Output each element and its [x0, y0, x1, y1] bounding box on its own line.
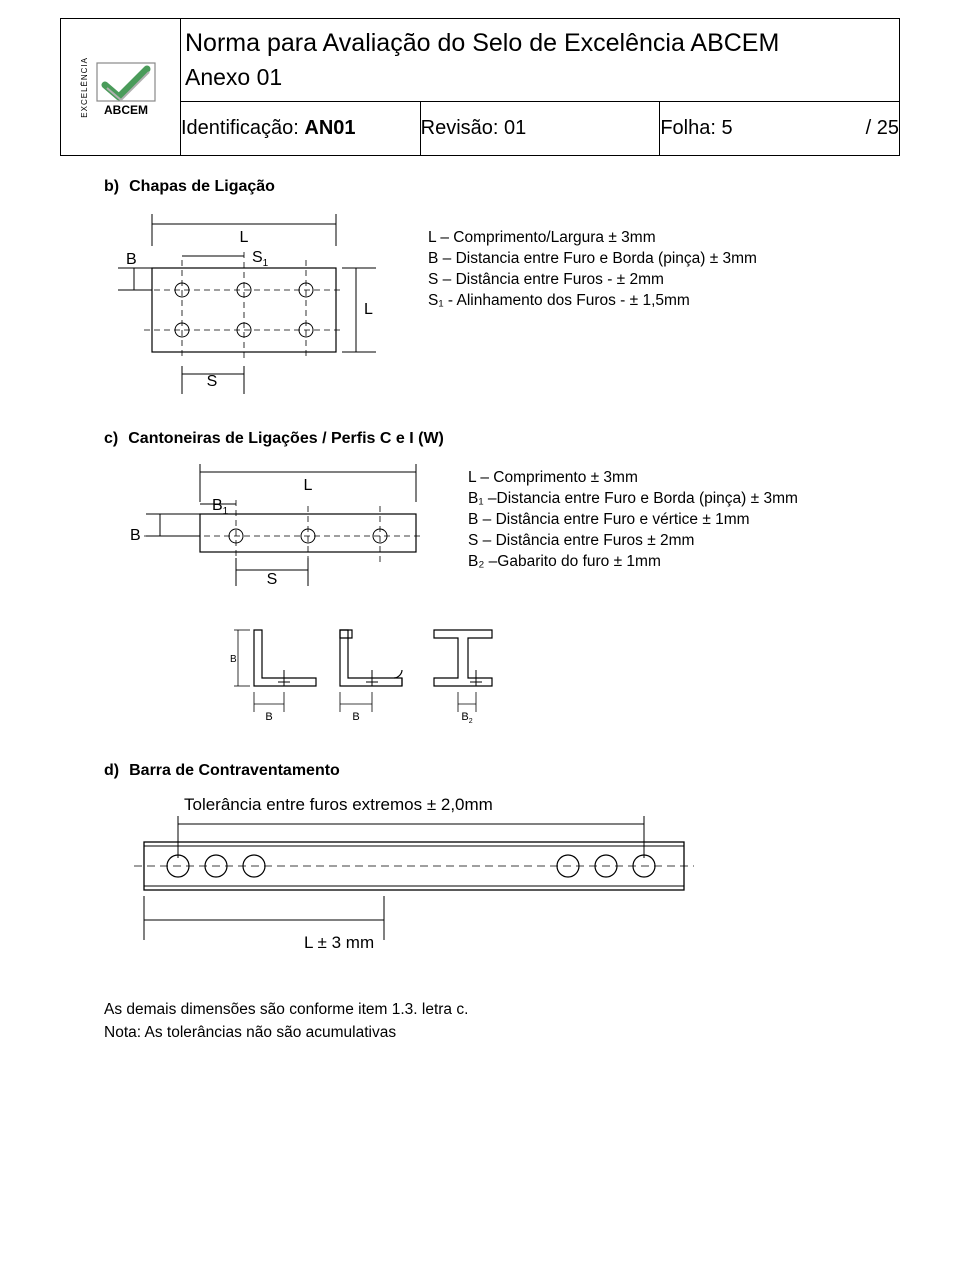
folha-total: 25	[877, 117, 899, 139]
logo-vertical-text: EXCELÊNCIA	[80, 57, 89, 118]
section-c-legend: L – Comprimento ± 3mm B₁ –Distancia entr…	[468, 458, 798, 573]
revision-value: 01	[504, 117, 526, 139]
section-d-title: d)Barra de Contraventamento	[104, 762, 900, 780]
profile-label-B1: B	[265, 711, 272, 723]
abcem-logo-icon: ABCEM	[91, 57, 161, 117]
ident-value: AN01	[304, 117, 355, 139]
profile-label-B3: B2	[461, 711, 472, 725]
notes-block: As demais dimensões são conforme item 1.…	[104, 998, 900, 1045]
logo-cell: EXCELÊNCIA ABCEM	[61, 19, 181, 156]
ident-label: Identificação:	[181, 117, 304, 139]
dim-label-B: B	[126, 251, 137, 268]
l-dim-label: L ± 3 mm	[304, 933, 374, 952]
dim-label-B-c: B	[130, 527, 141, 544]
folha-label: Folha:	[660, 117, 721, 139]
section-b-title: b)Chapas de Ligação	[104, 178, 900, 196]
dim-label-L-c: L	[304, 477, 313, 494]
folha-cell: Folha: 5 / 25	[660, 102, 900, 156]
revision-label: Revisão:	[421, 117, 504, 139]
section-d-diagram: Tolerância entre furos extremos ± 2,0mm	[104, 790, 900, 970]
profile-label-B2: B	[352, 711, 359, 723]
dim-label-L: L	[240, 229, 249, 246]
dim-label-S-c: S	[267, 571, 278, 588]
header-subtitle: Anexo 01	[181, 62, 899, 101]
note-line-1: As demais dimensões são conforme item 1.…	[104, 998, 900, 1021]
profile-dim-Bv: B	[230, 654, 237, 665]
folha-value: 5	[721, 117, 732, 139]
folha-sep: /	[866, 117, 877, 139]
section-c-profiles: B B B B2	[224, 612, 900, 732]
section-b-legend: L – Comprimento/Largura ± 3mm B – Distan…	[428, 206, 757, 312]
dim-label-S1: S1	[252, 249, 269, 269]
dim-label-Lside: L	[364, 301, 373, 318]
section-c-diagram-top: L B1 B	[104, 458, 444, 588]
section-b-diagram: L B S1 L	[104, 206, 404, 406]
logo-bottom-text: ABCEM	[104, 103, 148, 117]
header-table: EXCELÊNCIA ABCEM Norma para Avaliação do…	[60, 18, 900, 156]
note-line-2: Nota: As tolerâncias não são acumulativa…	[104, 1021, 900, 1044]
dim-label-S: S	[207, 373, 218, 390]
tolerance-label: Tolerância entre furos extremos ± 2,0mm	[184, 795, 493, 814]
section-c-title: c)Cantoneiras de Ligações / Perfis C e I…	[104, 430, 900, 448]
revision-cell: Revisão: 01	[420, 102, 660, 156]
ident-cell: Identificação: AN01	[181, 102, 421, 156]
header-title: Norma para Avaliação do Selo de Excelênc…	[181, 19, 899, 62]
